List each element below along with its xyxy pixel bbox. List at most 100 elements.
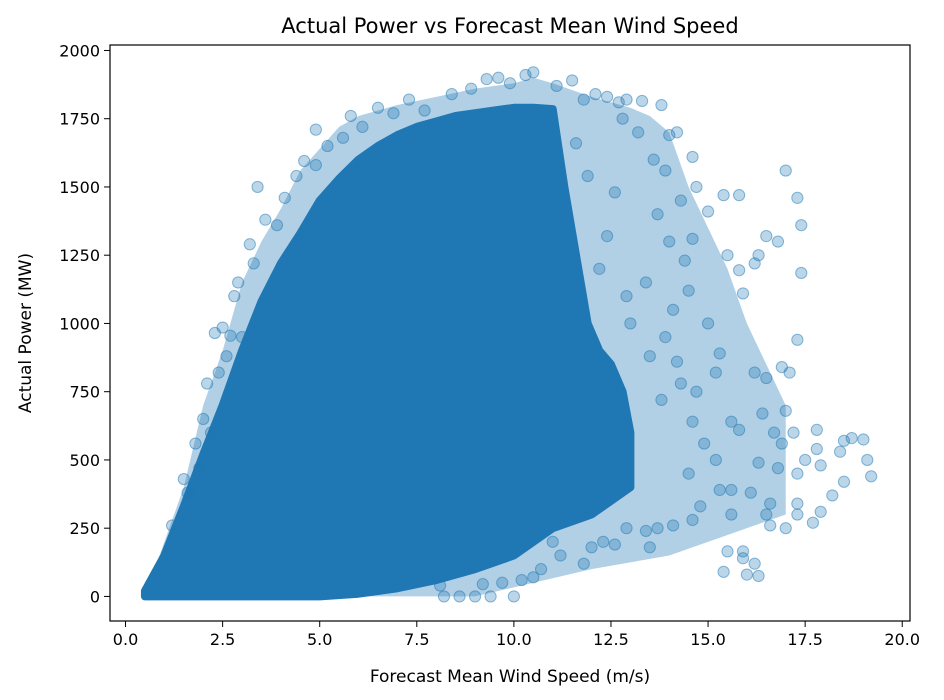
scatter-point <box>837 434 851 447</box>
scatter-point <box>527 571 540 584</box>
scatter-point <box>655 98 668 112</box>
scatter-point <box>259 213 272 226</box>
scatter-point <box>336 131 350 144</box>
scatter-point <box>643 541 656 554</box>
scatter-point <box>597 535 610 548</box>
scatter-point <box>667 303 680 316</box>
scatter-point <box>733 189 746 202</box>
scatter-point <box>733 264 746 277</box>
scatter-point <box>709 366 722 379</box>
plot-area <box>109 44 911 622</box>
scatter-point <box>228 290 241 303</box>
scatter-point <box>224 329 237 342</box>
scatter-point <box>600 229 614 243</box>
scatter-point <box>725 483 738 497</box>
scatter-point <box>674 194 687 207</box>
x-tick-label: 5.0 <box>307 630 332 649</box>
scatter-point <box>616 112 629 125</box>
scatter-point <box>655 393 668 406</box>
scatter-point <box>709 453 722 467</box>
scatter-point <box>166 519 179 532</box>
scatter-point <box>177 472 190 486</box>
scatter-point <box>620 290 633 303</box>
scatter-point <box>674 377 687 390</box>
scatter-point <box>371 101 385 114</box>
scatter-point <box>476 578 489 591</box>
scatter-point <box>639 524 653 538</box>
scatter-point <box>589 88 602 101</box>
scatter-point <box>775 437 788 450</box>
scatter-point <box>480 73 493 86</box>
scatter-point <box>690 385 703 398</box>
scatter-point <box>701 205 715 218</box>
scatter-point <box>857 433 870 446</box>
scatter-point <box>756 407 769 420</box>
scatter-point <box>701 317 715 330</box>
scatter-point <box>251 180 264 194</box>
scatter-point <box>445 88 458 101</box>
scatter-point <box>667 519 680 532</box>
x-tick-label: 10.0 <box>496 630 532 649</box>
scatter-point <box>713 347 726 360</box>
scatter-point <box>309 159 322 172</box>
y-tick-label: 1000 <box>59 314 100 333</box>
scatter-point <box>717 189 730 202</box>
scatter-point <box>814 459 827 472</box>
scatter-point <box>569 137 583 150</box>
scatter-point <box>581 169 594 183</box>
scatter-point <box>783 366 796 379</box>
scatter-point <box>694 500 707 513</box>
y-axis-label: Actual Power (MW) <box>16 253 36 413</box>
scatter-point <box>663 128 676 142</box>
x-tick-label: 15.0 <box>690 630 726 649</box>
scatter-point <box>752 569 765 583</box>
scatter-point <box>484 590 497 603</box>
scatter-point <box>321 139 334 153</box>
scatter-point <box>725 415 738 428</box>
scatter-point <box>791 191 804 204</box>
scatter-point <box>546 535 559 548</box>
scatter-point <box>433 579 447 592</box>
scatter-point <box>566 74 579 87</box>
scatter-point <box>468 590 482 603</box>
scatter-point <box>620 93 633 106</box>
scatter-point <box>197 412 210 426</box>
y-tick-label: 1750 <box>59 110 100 129</box>
y-tick-label: 250 <box>69 519 100 538</box>
scatter-point <box>717 565 730 578</box>
scatter-point <box>600 90 614 103</box>
x-tick-label: 7.5 <box>404 630 429 649</box>
scatter-point <box>670 126 684 139</box>
x-tick-label: 17.5 <box>787 630 823 649</box>
scatter-point <box>243 238 256 251</box>
scatter-point <box>534 563 548 576</box>
scatter-point <box>402 93 416 106</box>
scatter-point <box>204 426 218 439</box>
scatter-point <box>278 191 291 204</box>
scatter-point <box>752 456 765 469</box>
scatter-point <box>577 557 590 570</box>
x-tick-label: 20.0 <box>884 630 920 649</box>
scatter-point <box>826 489 839 502</box>
scatter-point <box>799 453 812 467</box>
scatter-point <box>686 513 699 527</box>
scatter-point <box>651 522 664 535</box>
scatter-point <box>767 426 781 439</box>
scatter-point <box>200 377 214 390</box>
scatter-point <box>736 287 750 300</box>
scatter-point <box>465 82 478 95</box>
scatter-point <box>861 453 874 467</box>
scatter-point <box>612 96 625 109</box>
scatter-point <box>624 317 637 330</box>
y-tick-label: 750 <box>69 383 100 402</box>
scatter-point <box>550 79 563 93</box>
scatter-point <box>771 235 785 248</box>
scatter-point <box>670 355 684 368</box>
scatter-point <box>791 467 804 480</box>
scatter-point <box>736 545 750 558</box>
plot-frame <box>109 44 911 622</box>
scatter-point <box>686 232 699 245</box>
scatter-marks <box>140 66 878 603</box>
scatter-point <box>189 437 202 450</box>
